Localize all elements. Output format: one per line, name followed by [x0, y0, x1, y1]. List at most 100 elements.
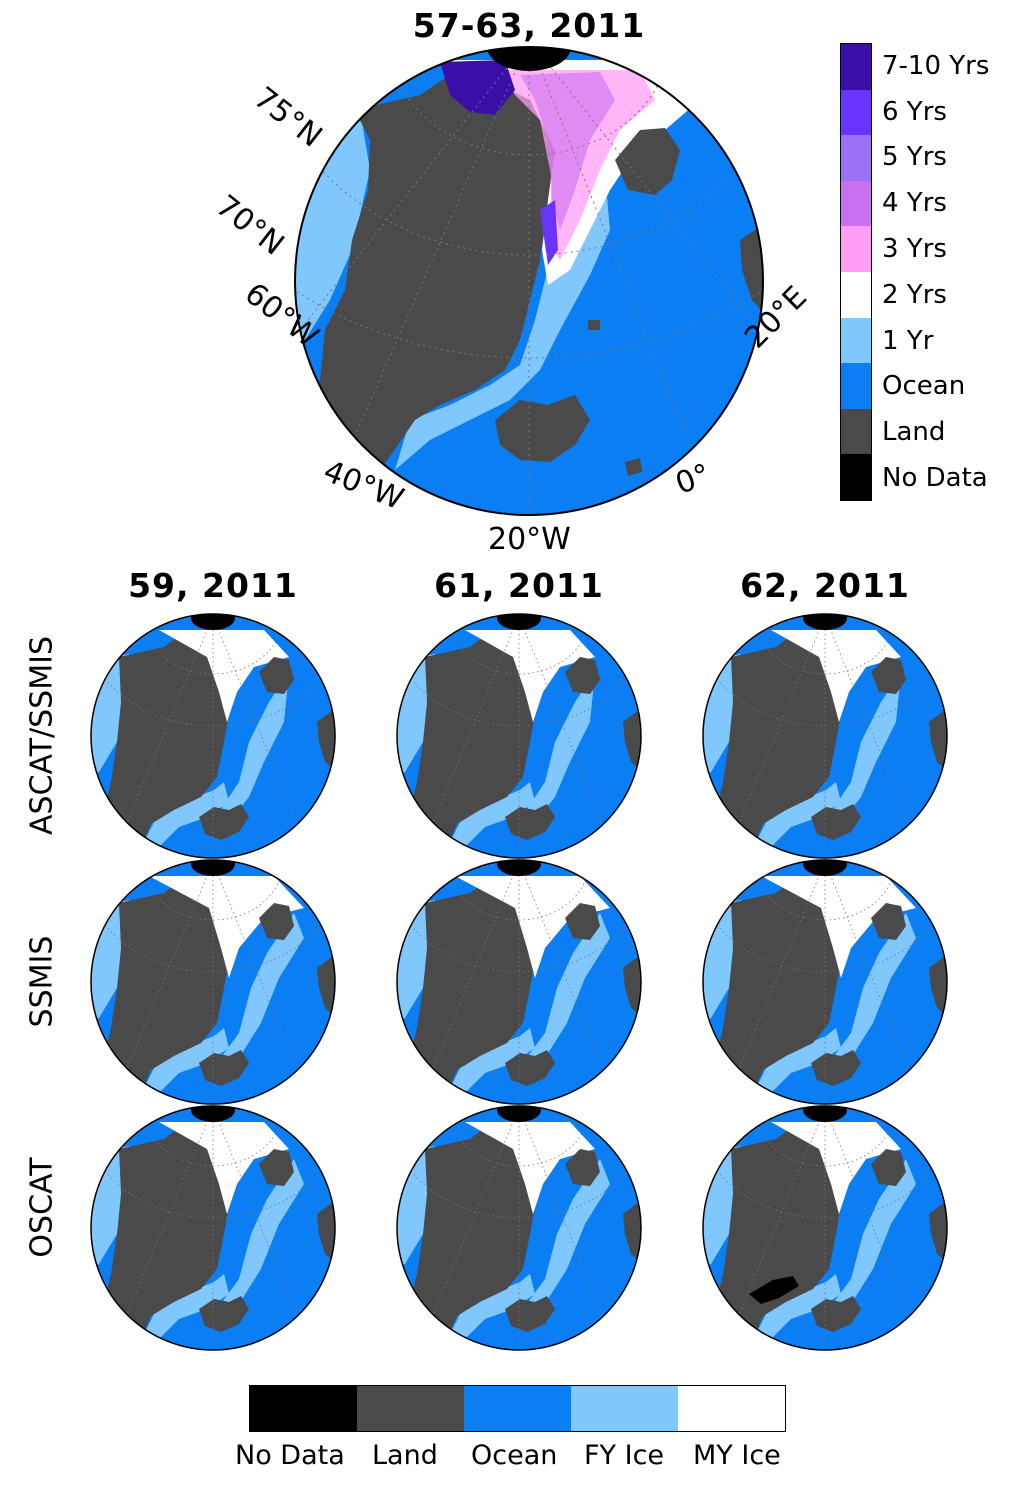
- svalbard-land: [615, 128, 680, 195]
- age-colorbar-swatch: [841, 408, 871, 455]
- pole-no-data: [191, 860, 235, 876]
- fy-ice-east: [523, 1159, 610, 1309]
- panel-row-label: SSMIS: [24, 935, 60, 1028]
- norway-land: [623, 953, 641, 1018]
- norway-land: [317, 1199, 335, 1264]
- pole-no-data: [497, 860, 541, 876]
- panel-outline: [90, 613, 336, 859]
- fy-ice-east: [219, 672, 289, 822]
- panel-outline: [396, 613, 642, 859]
- panel-outline: [90, 859, 336, 1105]
- greenland-land: [716, 878, 846, 1098]
- main-map-outline: [294, 46, 764, 516]
- panel-outline: [702, 859, 948, 1105]
- age-colorbar-label: 7-10 Yrs: [882, 50, 990, 81]
- class-colorbar-label: No Data: [235, 1440, 345, 1471]
- fy-ice-east: [831, 672, 901, 822]
- panel-map: [90, 613, 336, 859]
- svalbard-land: [565, 1149, 600, 1186]
- svalbard-land: [871, 1149, 906, 1186]
- iceland-land: [811, 804, 861, 840]
- fy-ice-east: [829, 913, 916, 1063]
- panel-outline: [90, 1105, 336, 1351]
- age-colorbar-swatch: [841, 44, 871, 90]
- panel-outline: [702, 613, 948, 859]
- pole-no-data: [803, 860, 847, 876]
- age-colorbar-label: 2 Yrs: [882, 279, 947, 310]
- svalbard-land: [259, 903, 294, 940]
- greenland-land: [104, 878, 234, 1098]
- panel-row-label: OSCAT: [24, 1157, 60, 1258]
- svalbard-land: [565, 657, 600, 694]
- age-colorbar-label: 4 Yrs: [882, 188, 947, 219]
- iceland-land: [811, 1050, 861, 1086]
- age-6-ice: [540, 200, 558, 265]
- label-20w: 20°W: [488, 522, 571, 557]
- age-colorbar-label: No Data: [882, 463, 988, 494]
- my-ice: [149, 876, 304, 978]
- class-colorbar: [249, 1385, 786, 1432]
- fy-ice-coast: [144, 1028, 229, 1093]
- panel-map: [702, 859, 948, 1105]
- norway-land: [317, 707, 335, 772]
- fy-ice-coast: [450, 1028, 535, 1093]
- fy-ice-coast: [144, 782, 229, 847]
- greenland-land: [410, 1124, 540, 1344]
- class-colorbar-swatch: [571, 1386, 678, 1431]
- panel-map: [702, 1105, 948, 1351]
- panel-outline: [396, 1105, 642, 1351]
- panel-map: [396, 1105, 642, 1351]
- fy-ice-coast: [756, 1028, 841, 1093]
- fy-ice-coast: [450, 1274, 535, 1339]
- my-ice: [771, 1122, 901, 1214]
- class-colorbar-label: Ocean: [471, 1440, 558, 1471]
- iceland-land: [505, 1296, 555, 1332]
- my-ice: [455, 876, 610, 978]
- iceland-land: [199, 804, 249, 840]
- norway-land: [317, 953, 335, 1018]
- iceland-land: [505, 1050, 555, 1086]
- age-7-10-ice: [440, 60, 515, 115]
- fy-ice-east: [525, 672, 595, 822]
- fy-ice-east: [217, 913, 304, 1063]
- greenland-land: [410, 632, 540, 852]
- main-map-title: 57-63, 2011: [412, 6, 646, 45]
- pole-no-data: [497, 1106, 541, 1122]
- fy-ice-east: [829, 1159, 916, 1309]
- svalbard-land: [259, 1149, 294, 1186]
- my-ice: [159, 1122, 289, 1214]
- my-ice: [771, 630, 901, 722]
- norway-land: [929, 707, 947, 772]
- panel-column-title: 62, 2011: [740, 566, 910, 605]
- svalbard-land: [565, 903, 600, 940]
- class-colorbar-swatch: [250, 1386, 357, 1431]
- pole-no-data: [803, 614, 847, 630]
- age-colorbar-swatch: [841, 89, 871, 136]
- panel-map: [702, 613, 948, 859]
- age-colorbar-label: 3 Yrs: [882, 234, 947, 265]
- class-colorbar-swatch: [678, 1386, 785, 1431]
- svalbard-land: [259, 657, 294, 694]
- svalbard-land: [871, 903, 906, 940]
- fy-ice-coast: [144, 1274, 229, 1339]
- my-ice: [465, 630, 595, 722]
- faroe-land: [625, 458, 642, 476]
- age-colorbar: [840, 43, 872, 501]
- norway-land: [623, 1199, 641, 1264]
- panel-column-title: 59, 2011: [128, 566, 298, 605]
- age-colorbar-swatch: [841, 317, 871, 364]
- iceland-land: [495, 395, 590, 462]
- norway-land: [929, 953, 947, 1018]
- panel-outline: [396, 859, 642, 1105]
- panel-row-label: ASCAT/SSMIS: [24, 636, 60, 835]
- panel-map: [396, 859, 642, 1105]
- age-colorbar-label: Land: [882, 417, 946, 448]
- greenland-land: [410, 878, 540, 1098]
- age-4-ice: [520, 72, 615, 230]
- age-colorbar-swatch: [841, 363, 871, 409]
- pole-no-data: [487, 47, 571, 71]
- panel-outline: [702, 1105, 948, 1351]
- class-colorbar-swatch: [464, 1386, 571, 1431]
- svalbard-land: [871, 657, 906, 694]
- greenland-land: [104, 632, 234, 852]
